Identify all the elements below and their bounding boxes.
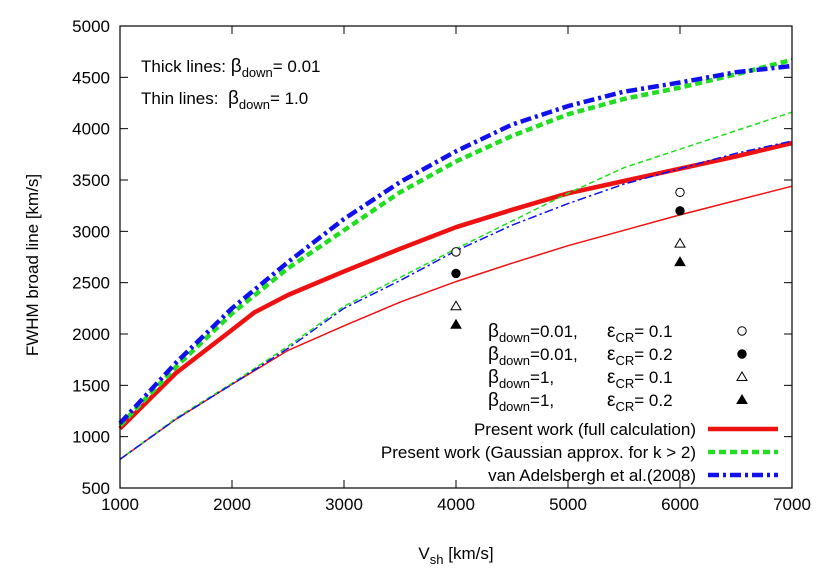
- data-point-circle-filled: [675, 206, 685, 216]
- y-tick-label: 5000: [72, 17, 110, 36]
- series-line-0: [118, 140, 793, 431]
- data-point-circle-open: [451, 247, 461, 257]
- data-layer: [118, 57, 793, 460]
- x-tick-label: 2000: [213, 495, 251, 514]
- y-axis-title: FWHM broad line [km/s]: [23, 174, 42, 356]
- x-tick-label: 5000: [549, 495, 587, 514]
- line-legend-label: van Adelsbergh et al.(2008): [488, 466, 696, 485]
- y-tick-label: 2000: [72, 325, 110, 344]
- y-tick-label: 2500: [72, 274, 110, 293]
- data-point-triangle-open: [674, 237, 686, 248]
- series-line-1: [118, 57, 793, 427]
- data-point-triangle-filled: [450, 318, 462, 329]
- x-tick-label: 4000: [437, 495, 475, 514]
- point-legend-marker-triangle-filled: [736, 394, 748, 404]
- y-tick-label: 4000: [72, 120, 110, 139]
- annotation-thin-lines: Thin lines: βdown= 1.0: [141, 88, 308, 112]
- data-point-circle-open: [675, 187, 685, 198]
- data-point-circle-filled: [451, 268, 461, 279]
- y-tick-label: 1000: [72, 428, 110, 447]
- point-legend-label: βdown=1, εCR= 0.1: [488, 367, 673, 391]
- point-legend-label: βdown=0.01, εCR= 0.2: [488, 344, 673, 368]
- y-tick-label: 3500: [72, 171, 110, 190]
- y-tick-label: 1500: [72, 376, 110, 395]
- series-line-2: [118, 63, 793, 425]
- x-tick-label: 1000: [101, 495, 139, 514]
- point-legend-marker-triangle-open: [736, 371, 748, 381]
- y-tick-label: 3000: [72, 222, 110, 241]
- x-tick-label: 6000: [661, 495, 699, 514]
- x-tick-label: 3000: [325, 495, 363, 514]
- y-tick-label: 4500: [72, 68, 110, 87]
- line-legend: Present work (full calculation) Present w…: [381, 420, 778, 485]
- x-axis-title: Vsh [km/s]: [418, 544, 493, 567]
- data-point-triangle-open: [450, 300, 462, 311]
- point-legend-label: βdown=0.01, εCR= 0.1: [488, 321, 673, 345]
- point-legend-label: βdown=1, εCR= 0.2: [488, 390, 673, 414]
- point-legend-marker-circle-open: [737, 326, 747, 336]
- x-tick-label: 7000: [773, 495, 811, 514]
- line-legend-label: Present work (full calculation): [474, 420, 696, 439]
- y-tick-label: 500: [82, 479, 110, 498]
- series-line-5: [119, 140, 793, 460]
- ticks-layer: 1000 2000 3000 4000 5000 6000 7000500100015002…: [72, 17, 811, 514]
- point-legend-marker-circle-filled: [737, 349, 747, 359]
- line-legend-label: Present work (Gaussian approx. for k > 2…: [381, 443, 696, 462]
- data-point-triangle-filled: [674, 256, 686, 267]
- annotation-thick-lines: Thick lines: βdown= 0.01: [141, 56, 321, 80]
